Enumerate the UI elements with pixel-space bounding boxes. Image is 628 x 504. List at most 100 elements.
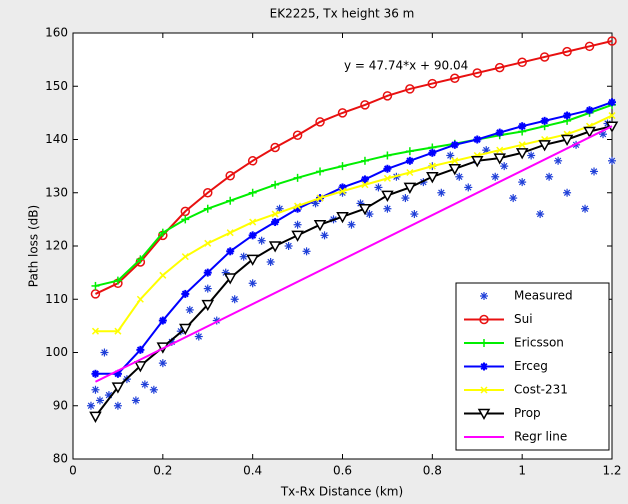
marker-stroke (321, 232, 328, 239)
marker (338, 187, 347, 195)
marker-stroke (348, 221, 355, 228)
marker (226, 247, 235, 256)
marker-stroke (361, 175, 369, 183)
marker-shape (358, 203, 372, 216)
marker (608, 112, 616, 120)
marker-stroke (496, 146, 504, 154)
x-tick-label: 0.4 (243, 464, 262, 478)
marker-shape (403, 182, 417, 194)
marker-stroke (271, 210, 279, 218)
marker (383, 151, 392, 160)
marker-stroke (451, 157, 459, 165)
marker-stroke (294, 202, 302, 210)
marker-stroke (181, 253, 189, 261)
y-tick-label: 150 (45, 79, 68, 93)
marker (563, 188, 572, 197)
marker-stroke (249, 280, 256, 287)
marker (360, 100, 370, 110)
marker-shape (382, 91, 393, 101)
marker (315, 117, 325, 127)
marker (360, 175, 369, 184)
marker-stroke (114, 370, 122, 378)
marker (179, 323, 192, 336)
marker-stroke (518, 178, 526, 186)
marker-stroke (480, 292, 488, 300)
marker (383, 204, 392, 213)
y-tick-label: 160 (45, 26, 68, 40)
marker-stroke (101, 349, 108, 356)
marker (292, 130, 303, 140)
marker (266, 257, 275, 266)
marker-stroke (132, 397, 140, 404)
marker (608, 98, 616, 107)
marker (91, 281, 100, 290)
marker (538, 140, 551, 152)
marker-stroke (518, 141, 526, 149)
marker-stroke (195, 333, 202, 340)
marker (495, 128, 504, 137)
x-tick-label: 0 (69, 464, 77, 478)
marker-stroke (384, 205, 391, 212)
marker (500, 162, 509, 171)
marker (203, 204, 212, 213)
marker-shape (313, 219, 327, 232)
marker-stroke (581, 205, 589, 212)
marker-stroke (480, 386, 488, 394)
marker (194, 332, 203, 341)
marker-shape (450, 73, 460, 84)
marker-stroke (114, 327, 122, 335)
marker (539, 52, 550, 62)
marker-stroke (527, 152, 535, 159)
marker (428, 148, 437, 157)
marker (480, 386, 488, 394)
chart-title: EK2225, Tx height 36 m (270, 7, 415, 21)
marker (383, 174, 391, 182)
marker (336, 211, 349, 224)
marker-stroke (361, 181, 369, 189)
marker (365, 210, 374, 219)
legend-label: Measured (514, 289, 573, 303)
series-line (95, 103, 613, 287)
marker (91, 385, 100, 394)
marker-stroke (428, 149, 436, 157)
marker (527, 151, 536, 160)
marker (158, 316, 167, 325)
marker (91, 327, 99, 335)
marker-stroke (411, 210, 418, 218)
marker-shape (336, 211, 349, 224)
marker-stroke (509, 194, 517, 202)
marker-shape (337, 108, 348, 118)
marker (91, 369, 100, 378)
marker (89, 411, 102, 423)
marker-stroke (608, 157, 616, 165)
marker (401, 194, 410, 203)
marker (293, 173, 302, 182)
marker (590, 167, 599, 176)
marker (311, 199, 320, 208)
marker (248, 188, 257, 197)
marker-stroke (541, 117, 549, 125)
marker (226, 229, 234, 237)
marker (134, 361, 147, 373)
y-tick-label: 120 (45, 239, 68, 253)
marker-stroke (483, 146, 490, 154)
marker-stroke (204, 239, 212, 247)
marker-stroke (438, 189, 445, 196)
marker (291, 230, 304, 242)
marker-stroke (451, 141, 459, 149)
marker (181, 289, 190, 298)
marker (426, 172, 439, 184)
marker-stroke (554, 157, 562, 165)
y-tick-label: 130 (45, 185, 68, 199)
marker (131, 396, 140, 405)
marker-shape (291, 230, 304, 242)
marker-stroke (383, 165, 391, 173)
marker-stroke (563, 189, 571, 196)
marker (223, 273, 237, 285)
marker (405, 84, 415, 94)
marker-stroke (114, 402, 122, 409)
marker (320, 231, 329, 240)
marker (518, 178, 527, 187)
marker (427, 78, 438, 89)
marker (518, 141, 526, 149)
